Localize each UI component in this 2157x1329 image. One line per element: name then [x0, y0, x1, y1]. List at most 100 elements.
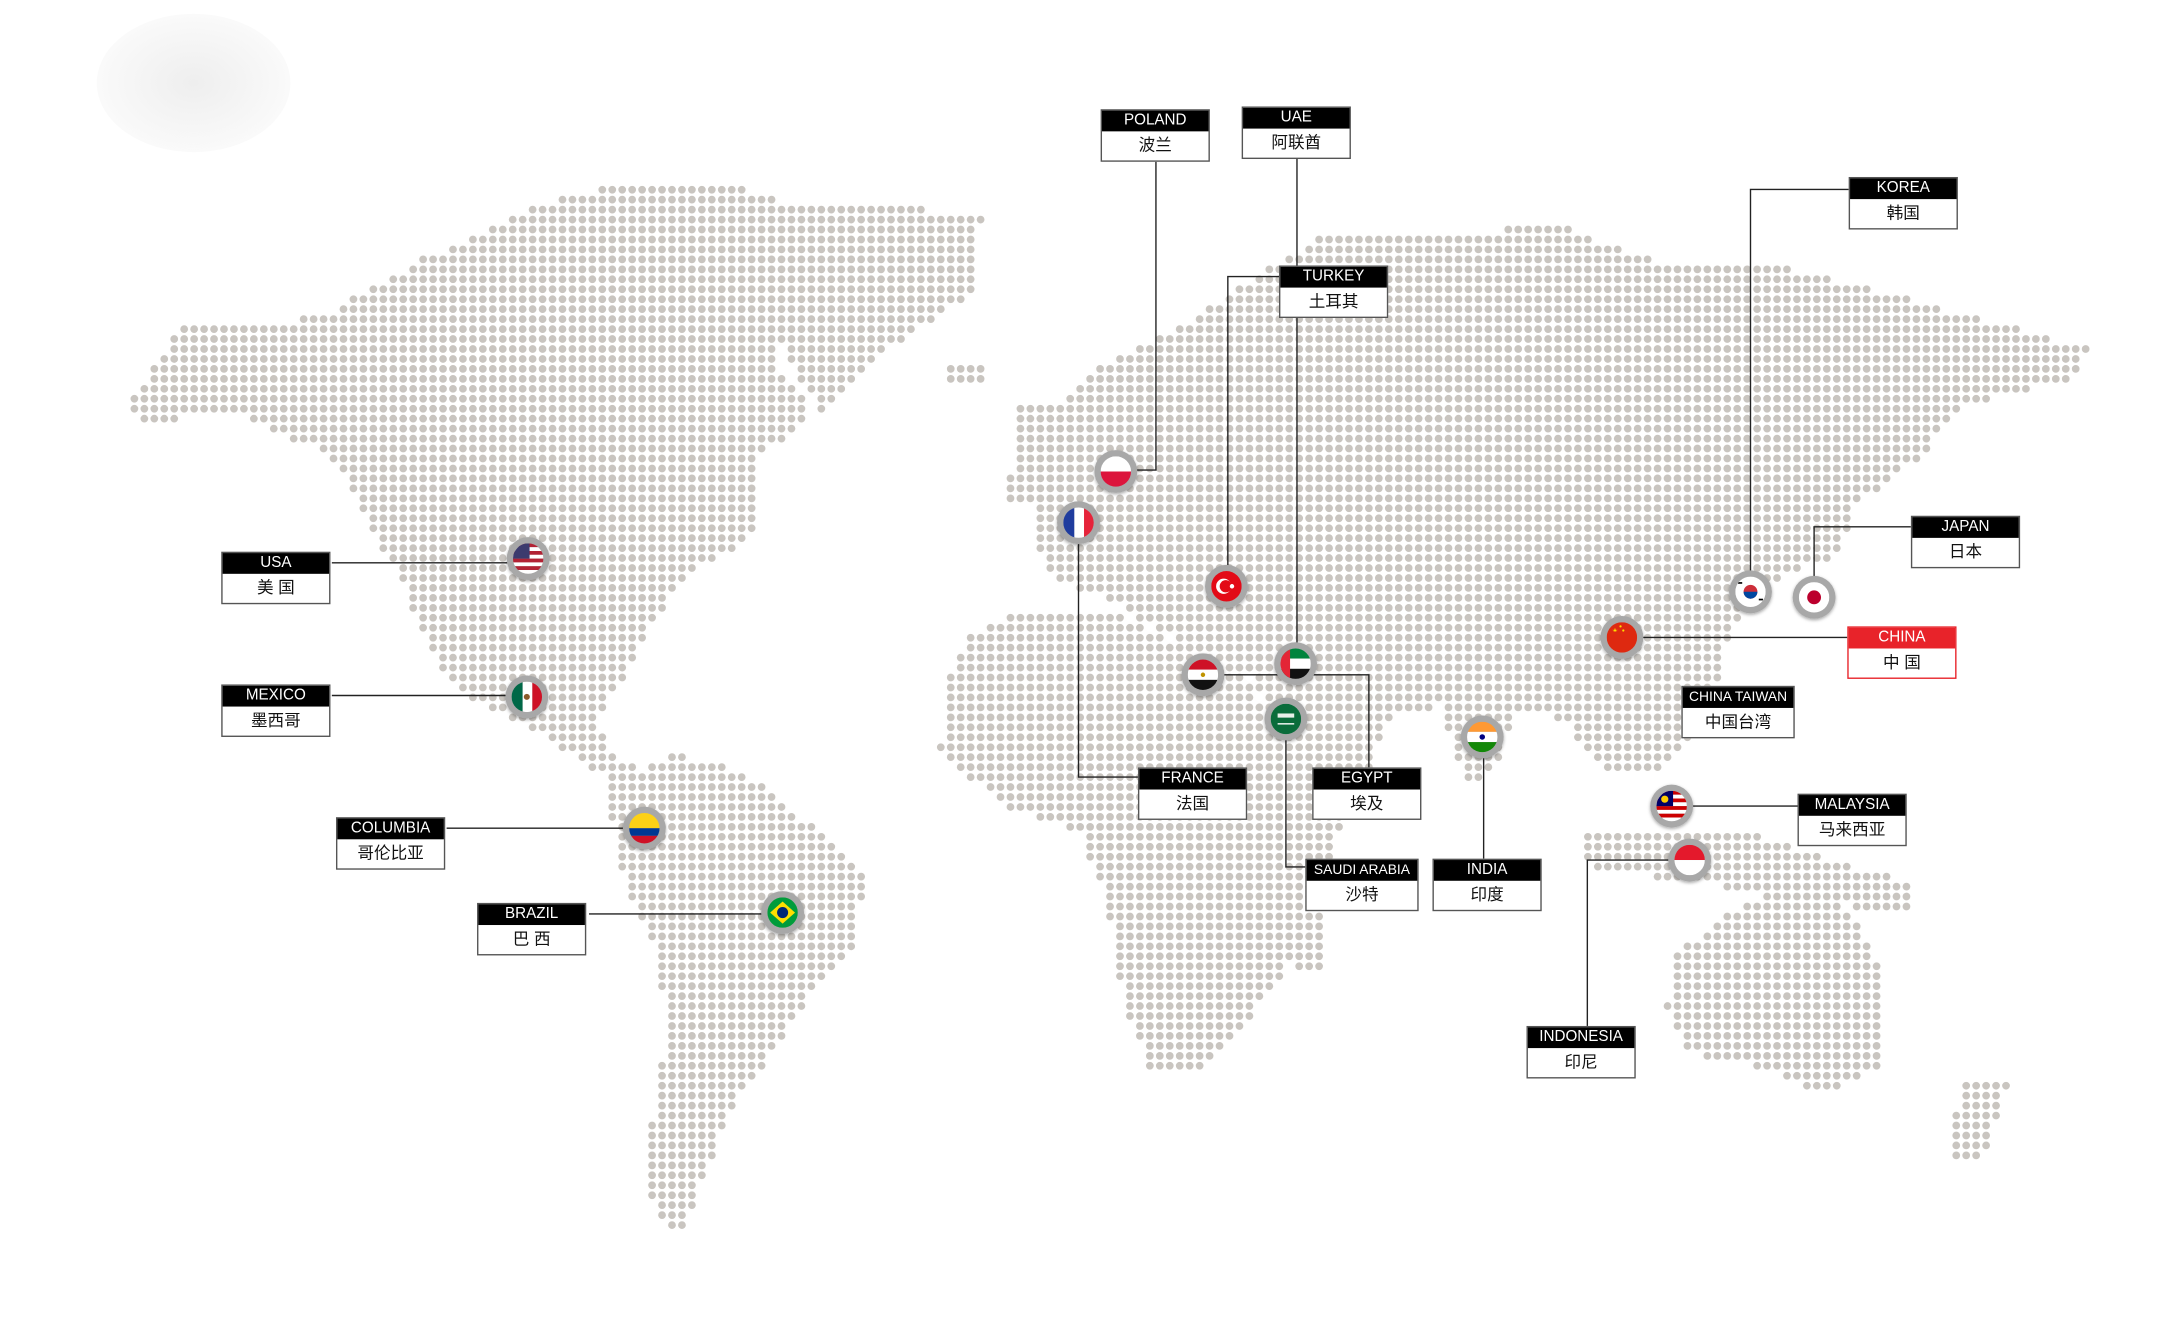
map-dot	[558, 464, 567, 473]
map-dot	[608, 265, 617, 274]
map-dot	[1345, 384, 1353, 393]
map-dot	[857, 205, 866, 214]
map-dot	[449, 325, 457, 333]
map-dot	[1653, 335, 1662, 343]
map-dot	[1942, 325, 1951, 333]
map-dot	[429, 474, 437, 483]
map-dot	[638, 464, 646, 473]
map-dot	[727, 424, 736, 433]
map-dot	[1404, 574, 1413, 582]
map-dot	[1633, 564, 1642, 572]
map-dot	[1275, 434, 1284, 443]
map-dot	[1564, 255, 1572, 264]
map-dot	[429, 524, 437, 533]
map-dot	[1574, 245, 1582, 254]
map-dot	[1693, 404, 1702, 413]
map-dot	[1773, 514, 1781, 523]
map-dot	[1663, 534, 1672, 543]
map-dot	[747, 444, 756, 453]
map-dot	[449, 245, 457, 254]
map-dot	[1574, 355, 1582, 363]
map-dot	[1355, 424, 1363, 433]
map-dot	[399, 345, 408, 353]
map-dot	[1514, 414, 1523, 423]
map-dot	[488, 335, 497, 343]
map-dot	[588, 474, 597, 483]
map-dot	[1584, 305, 1592, 314]
map-dot	[518, 295, 527, 304]
map-dot	[1574, 504, 1582, 513]
map-dot	[1285, 494, 1294, 503]
map-dot	[648, 315, 656, 323]
map-dot	[1584, 404, 1592, 413]
map-dot	[737, 534, 746, 543]
map-dot	[1504, 574, 1513, 582]
map-dot	[1842, 434, 1851, 443]
map-dot	[1653, 305, 1662, 314]
map-dot	[1454, 315, 1463, 323]
map-dot	[1733, 384, 1742, 393]
map-dot	[1494, 434, 1503, 443]
map-dot	[1793, 494, 1801, 503]
map-dot	[867, 275, 875, 284]
map-dot	[1633, 584, 1642, 592]
map-dot	[1703, 275, 1712, 284]
map-dot	[817, 255, 826, 264]
map-dot	[449, 255, 457, 264]
map-dot	[1205, 494, 1214, 503]
map-dot	[399, 394, 408, 403]
map-dot	[1514, 265, 1523, 274]
map-dot	[1832, 544, 1841, 552]
map-dot	[1424, 275, 1433, 284]
map-dot	[1195, 414, 1204, 423]
map-dot	[1285, 474, 1294, 483]
map-dot	[1872, 374, 1881, 383]
map-dot	[1384, 374, 1393, 383]
map-dot	[688, 365, 696, 373]
map-dot	[697, 524, 706, 533]
map-dot	[1564, 444, 1572, 453]
map-dot	[1414, 414, 1423, 423]
map-dot	[1126, 504, 1134, 513]
map-dot	[1325, 394, 1333, 403]
map-dot	[1862, 474, 1871, 483]
map-dot	[638, 275, 646, 284]
map-dot	[359, 434, 368, 443]
map-dot	[1424, 355, 1433, 363]
map-dot	[379, 464, 388, 473]
map-dot	[807, 265, 816, 274]
map-dot	[1315, 554, 1323, 562]
map-dot	[1564, 225, 1572, 234]
map-dot	[488, 424, 497, 433]
map-dot	[1803, 275, 1811, 284]
map-dot	[707, 514, 716, 523]
map-dot	[1474, 265, 1483, 274]
map-dot	[598, 534, 607, 543]
map-dot	[946, 275, 955, 284]
map-dot	[1185, 325, 1194, 333]
map-dot	[1514, 305, 1523, 314]
map-dot	[1165, 494, 1174, 503]
map-dot	[1404, 335, 1413, 343]
map-dot	[1335, 235, 1343, 244]
map-dot	[1593, 384, 1602, 393]
map-dot	[1155, 454, 1164, 463]
map-dot	[518, 404, 527, 413]
map-dot	[1743, 544, 1752, 552]
map-dot	[1374, 384, 1383, 393]
map-dot	[1524, 464, 1533, 473]
map-dot	[578, 265, 587, 274]
map-dot	[1733, 404, 1742, 413]
map-dot	[946, 215, 955, 224]
map-dot	[608, 414, 617, 423]
map-dot	[488, 564, 497, 572]
map-dots	[130, 185, 2090, 1229]
map-dot	[419, 265, 427, 274]
map-dot	[1136, 444, 1144, 453]
map-dot	[1822, 524, 1831, 533]
map-dot	[1245, 365, 1254, 373]
map-dot	[678, 484, 686, 493]
map-dot	[1136, 514, 1144, 523]
map-dot	[1544, 355, 1552, 363]
map-dot	[1623, 564, 1632, 572]
